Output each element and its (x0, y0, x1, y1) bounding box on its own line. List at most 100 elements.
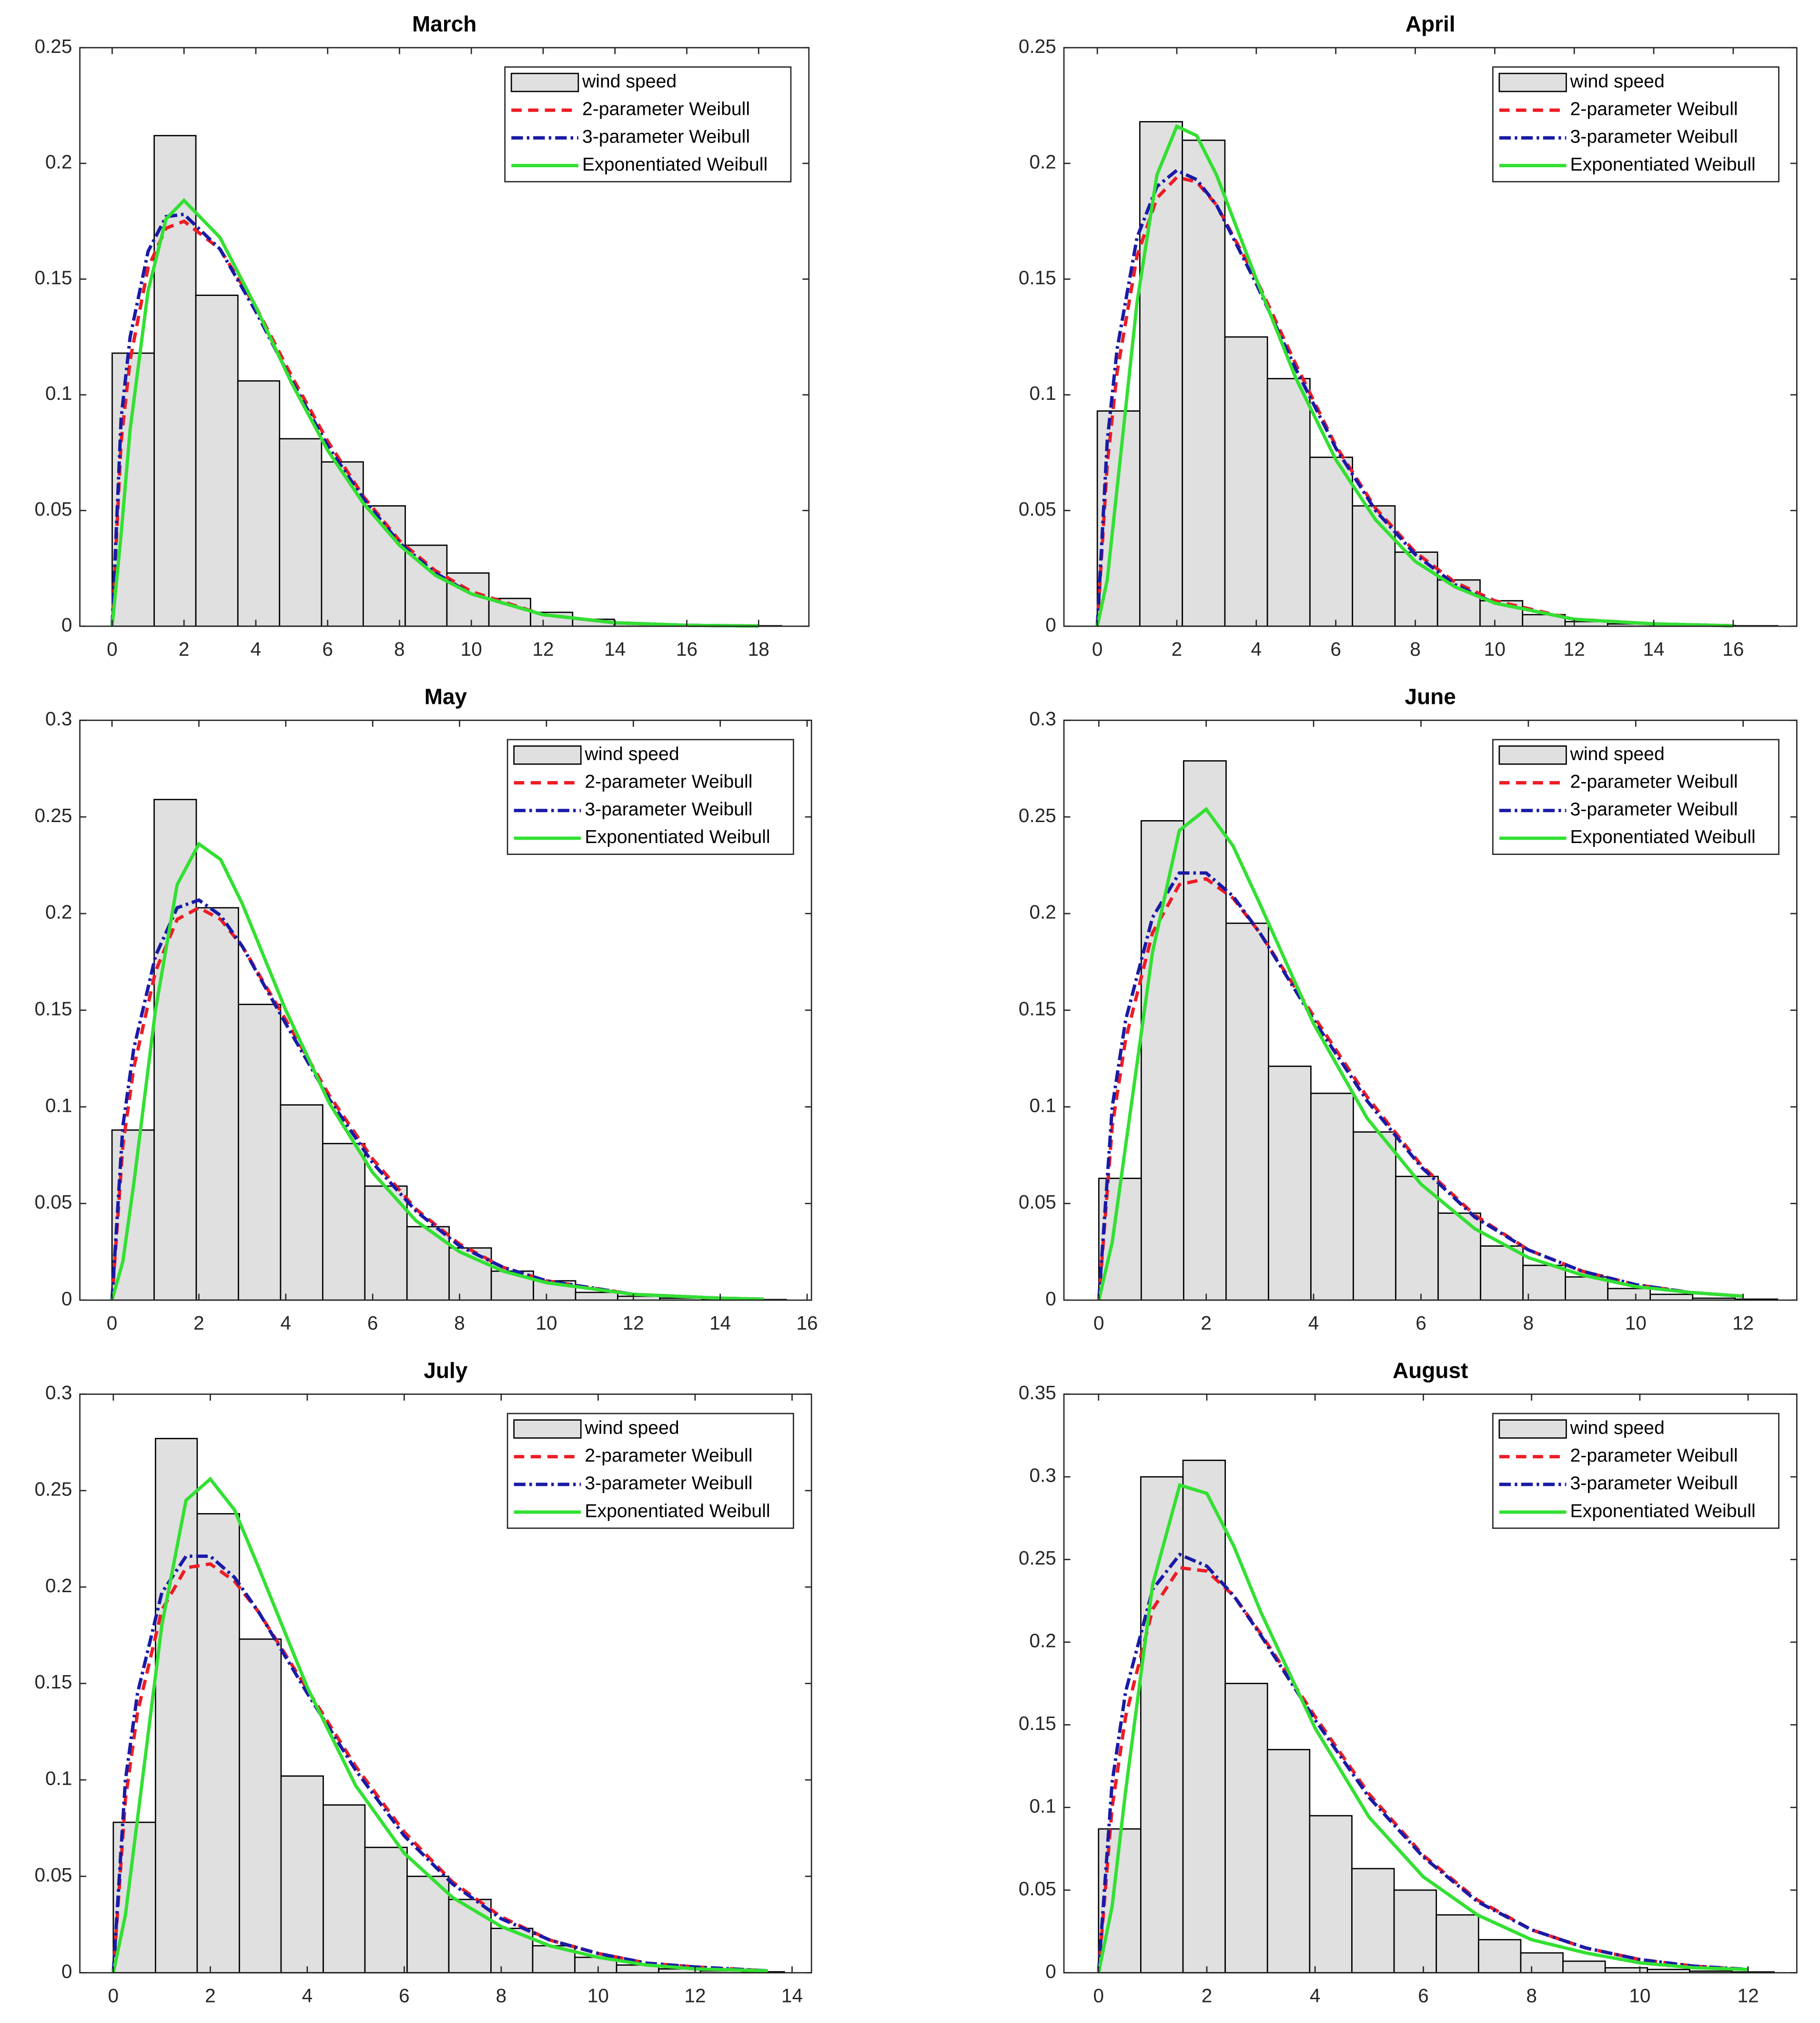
legend-label: Exponentiated Weibull (585, 1501, 770, 1521)
x-tick-label: 0 (1093, 1312, 1104, 1334)
histogram-bar (448, 1899, 492, 1973)
chart-title: March (412, 11, 476, 36)
x-tick-label: 14 (604, 638, 626, 660)
x-tick-label: 0 (1093, 1985, 1104, 2007)
y-tick-label: 0.25 (1019, 1547, 1056, 1569)
histogram-bar (196, 1513, 240, 1973)
x-tick-label: 12 (684, 1985, 706, 2007)
panel: 0 0.05 0.1 0.15 0.2 0.25 0.3 0.35 0 2 4 6 8 10 12 Augus… (1019, 1358, 1798, 2007)
histogram-bar (1352, 505, 1396, 627)
curve (1097, 806, 1743, 1301)
x-tick-label: 6 (399, 1985, 410, 2007)
x-tick-label: 10 (1625, 1312, 1647, 1334)
legend-label: Exponentiated Weibull (585, 827, 770, 847)
chart-title: July (424, 1358, 467, 1383)
histogram-bar (1182, 139, 1226, 627)
x-tick-label: 0 (1092, 638, 1103, 660)
histogram-bar (280, 1775, 324, 1973)
legend-swatch (513, 1419, 582, 1439)
y-tick-label: 0.1 (45, 1094, 72, 1116)
x-tick-label: 4 (281, 1312, 292, 1334)
histogram-bar (1562, 1960, 1606, 1973)
histogram-bar (1477, 1939, 1522, 1973)
x-tick-label: 8 (394, 638, 405, 660)
legend-label: wind speed (584, 744, 679, 764)
x-tick-label: 0 (108, 1985, 119, 2007)
x-tick-label: 12 (1564, 638, 1585, 660)
panel: 0 0.05 0.1 0.15 0.2 0.25 0.3 0 2 4 6 8 10 12 June wind … (1019, 684, 1798, 1334)
y-tick-label: 0.25 (34, 1478, 72, 1500)
y-tick-label: 0.15 (1019, 998, 1056, 1020)
legend-label: 2-parameter Weibull (1570, 1445, 1738, 1466)
y-tick-label: 0.15 (34, 266, 72, 288)
x-tick-label: 6 (1330, 638, 1341, 660)
y-tick-label: 0.15 (1019, 1712, 1056, 1734)
x-tick-label: 10 (1484, 638, 1506, 660)
histogram-bar (239, 1638, 282, 1973)
x-tick-label: 10 (461, 638, 482, 660)
x-tick-label: 4 (302, 1985, 313, 2007)
x-tick-label: 2 (193, 1312, 204, 1334)
y-tick-label: 0 (61, 1960, 72, 1982)
panel: 0 0.05 0.1 0.15 0.2 0.25 0 2 4 6 8 10 12 14 16 18 March w… (34, 11, 810, 660)
y-tick-label: 0.25 (1019, 804, 1056, 826)
curve (110, 841, 764, 1301)
y-tick-label: 0.05 (1019, 1191, 1056, 1213)
curve (1095, 175, 1733, 628)
y-tick-label: 0.1 (1029, 1094, 1056, 1116)
x-tick-label: 4 (1251, 638, 1262, 660)
legend-swatch (513, 745, 582, 765)
x-tick-label: 8 (1526, 1985, 1537, 2007)
histogram-bar (1225, 922, 1269, 1301)
legend-label: 2-parameter Weibull (1570, 99, 1738, 120)
legend: wind speed 2-parameter Weibull 3-parameter… (1492, 1413, 1780, 1529)
axes-box (1063, 47, 1798, 627)
y-tick-label: 0.1 (1029, 382, 1056, 404)
y-tick-label: 0.25 (1019, 35, 1056, 57)
y-tick-label: 0.05 (34, 1191, 72, 1213)
histogram-bar (1522, 1264, 1566, 1301)
x-tick-label: 2 (1172, 638, 1183, 660)
x-tick-label: 16 (797, 1312, 818, 1334)
legend-label: 2-parameter Weibull (582, 99, 750, 120)
panel: 0 0.05 0.1 0.15 0.2 0.25 0.3 0 2 4 6 8 10 12 14 July win… (34, 1358, 812, 2007)
histogram-bar (1436, 1914, 1479, 1973)
legend-label: wind speed (1570, 744, 1665, 764)
legend-label: Exponentiated Weibull (1570, 1501, 1756, 1521)
legend-label: 2-parameter Weibull (585, 1445, 752, 1466)
y-tick-label: 0.05 (1019, 498, 1056, 520)
histogram-bar (1224, 1683, 1268, 1973)
histogram-bar (1224, 336, 1268, 627)
y-tick-label: 0.05 (34, 1864, 72, 1886)
histogram-bar (364, 1847, 408, 1973)
legend: wind speed 2-parameter Weibull 3-parameter… (506, 739, 794, 855)
histogram-bar (406, 1875, 450, 1973)
y-tick-label: 0.2 (1029, 901, 1056, 923)
legend-label: 3-parameter Weibull (582, 127, 750, 147)
histogram-bar (195, 907, 239, 1301)
histogram-bar (322, 1143, 366, 1301)
histogram-bar (1353, 1131, 1396, 1301)
y-tick-label: 0.3 (1029, 708, 1056, 730)
legend-label: Exponentiated Weibull (582, 154, 768, 175)
x-tick-label: 16 (1722, 638, 1744, 660)
x-tick-label: 6 (367, 1312, 378, 1334)
y-tick-label: 0.2 (1029, 1630, 1056, 1652)
legend: wind speed 2-parameter Weibull 3-parameter… (506, 1413, 794, 1529)
x-tick-label: 10 (1629, 1985, 1650, 2007)
curve (111, 1554, 768, 1973)
x-tick-label: 18 (748, 638, 769, 660)
legend: wind speed 2-parameter Weibull 3-parameter… (1492, 66, 1780, 183)
histogram-bar (1351, 1868, 1395, 1973)
legend-label: 3-parameter Weibull (585, 1473, 752, 1494)
y-tick-label: 0 (61, 1288, 72, 1310)
histogram-bar (1607, 1288, 1651, 1301)
histogram-bar (1480, 1245, 1524, 1301)
histogram-bar (1395, 1176, 1439, 1301)
chart-title: April (1405, 11, 1456, 36)
histogram-bar (195, 295, 239, 627)
y-tick-label: 0.05 (34, 498, 72, 520)
x-tick-label: 14 (781, 1985, 803, 2007)
legend-swatch (1498, 72, 1567, 92)
